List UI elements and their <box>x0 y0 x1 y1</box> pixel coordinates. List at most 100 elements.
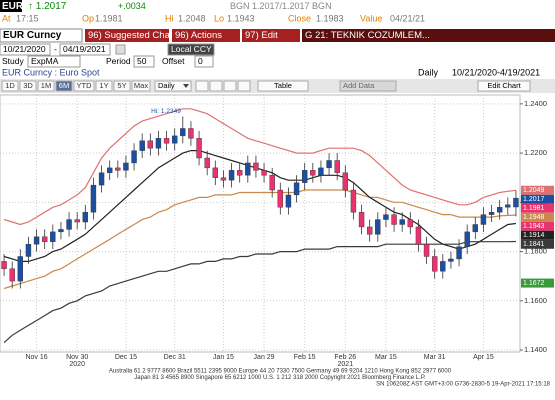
offset-box[interactable] <box>194 55 214 68</box>
start-date: 10/21/2020 <box>3 44 46 54</box>
y-tick-label: 1.1600 <box>524 296 547 305</box>
candle-body <box>253 162 259 171</box>
year-label: 2021 <box>338 361 354 368</box>
x-tick-label: Nov 16 <box>25 354 47 361</box>
candle-body <box>106 167 113 173</box>
candle-body <box>399 219 405 225</box>
candle-body <box>236 170 243 176</box>
add-data-button[interactable] <box>339 80 397 92</box>
range-button[interactable] <box>73 80 95 92</box>
tool-icon[interactable] <box>209 80 223 92</box>
candle-body <box>326 160 332 169</box>
candle-body <box>488 211 495 215</box>
tool-icon[interactable] <box>237 80 251 92</box>
range-label: 1D <box>5 81 15 90</box>
candle-body <box>269 175 275 191</box>
overlay-line <box>3 108 516 226</box>
x-tick-label: Dec 15 <box>115 354 137 361</box>
study: ExpMA <box>31 56 59 66</box>
candle-body <box>90 184 97 213</box>
edit-chart-button[interactable] <box>477 80 531 92</box>
candle-body <box>261 170 267 176</box>
footer-line: Australia 61 2 9777 8600 Brazil 5511 239… <box>109 369 452 375</box>
candle-body <box>375 219 381 235</box>
table-button[interactable] <box>257 80 309 92</box>
range-button[interactable] <box>113 80 131 92</box>
candle-body <box>391 214 397 225</box>
period-label: Period <box>106 56 131 66</box>
candle-body <box>464 231 470 247</box>
range-label: Max <box>134 81 148 90</box>
frequency-menu[interactable] <box>154 80 192 92</box>
candle-body <box>188 128 194 139</box>
range-button[interactable] <box>1 80 19 92</box>
x-tick-label: Jan 29 <box>254 354 275 361</box>
quote-value: 04/21/21 <box>390 13 425 23</box>
candle-body <box>25 243 32 257</box>
menu-button[interactable] <box>85 29 169 42</box>
candle-body <box>163 138 170 144</box>
tool-icon[interactable] <box>223 80 237 92</box>
quote-value: 1.1981 <box>95 13 123 23</box>
range-label: 1Y <box>99 81 108 90</box>
candle-body <box>131 150 137 164</box>
security-input[interactable] <box>0 28 83 43</box>
value-tag-label: 1.2049 <box>523 187 545 194</box>
value-tag <box>521 230 554 240</box>
candle-body <box>456 246 462 260</box>
end-date-box[interactable] <box>59 43 111 56</box>
chart-frequency: Daily <box>418 67 439 77</box>
candle-body <box>366 226 373 235</box>
study-box[interactable] <box>27 55 81 68</box>
candle-body <box>50 231 56 242</box>
start-date-box[interactable] <box>0 43 51 56</box>
footer-line: SN 106208Z AST GMT+3:00 G736-2830-5 19-A… <box>376 382 550 388</box>
range-button[interactable] <box>131 80 151 92</box>
x-tick-label: Dec 31 <box>164 354 186 361</box>
menu-button[interactable] <box>242 29 300 42</box>
page-title-bar <box>302 29 555 42</box>
menu-label: 97) Edit <box>245 30 278 41</box>
quote-value: 1.2048 <box>178 13 206 23</box>
range-button[interactable] <box>37 80 55 92</box>
range-button[interactable] <box>19 80 37 92</box>
quote-label: Close <box>288 13 311 23</box>
value-tag <box>521 194 554 204</box>
quote-label: Lo <box>214 13 224 23</box>
calendar-icon[interactable] <box>115 44 126 55</box>
range-label: YTD <box>77 81 93 90</box>
candle-body <box>98 172 105 186</box>
range-button[interactable] <box>55 80 73 92</box>
range-button[interactable] <box>95 80 113 92</box>
candle-body <box>448 258 454 262</box>
candle-body <box>334 160 340 173</box>
overlay-line <box>3 189 516 290</box>
candle-body <box>147 140 154 149</box>
offset: 0 <box>198 56 203 66</box>
value-tag-label: 1.1981 <box>523 205 545 212</box>
candle-body <box>245 162 251 176</box>
candle-body <box>285 194 292 208</box>
quote-value: 17:15 <box>16 13 39 23</box>
price-change: +.0034 <box>118 1 146 11</box>
end-date: 04/19/2021 <box>63 44 106 54</box>
x-tick-label: Feb 15 <box>294 354 316 361</box>
value-tag <box>521 278 554 288</box>
tool-icon[interactable] <box>195 80 209 92</box>
candle-body <box>407 219 414 228</box>
range-label: 3D <box>23 81 33 90</box>
candle-body <box>155 138 162 149</box>
overlay-line <box>3 150 516 262</box>
candle-body <box>1 261 7 269</box>
period-box[interactable] <box>133 55 155 68</box>
value-tag-label: 1.1914 <box>523 232 545 239</box>
y-tick-label: 1.1400 <box>524 345 547 354</box>
currency-box[interactable] <box>167 43 215 56</box>
y-tick-label: 1.2200 <box>524 148 547 157</box>
candle-body <box>350 189 357 213</box>
value-tag <box>521 203 554 213</box>
candle-body <box>277 189 284 208</box>
y-tick-label: 1.1800 <box>524 247 547 256</box>
menu-button[interactable] <box>172 29 240 42</box>
